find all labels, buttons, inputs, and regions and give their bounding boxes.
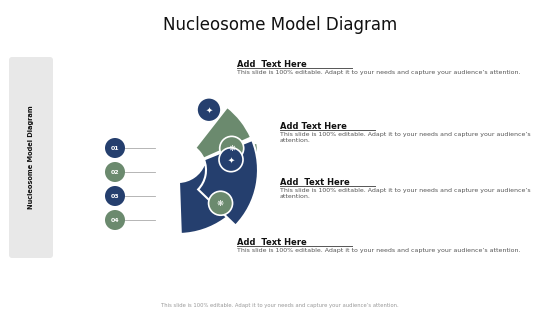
Wedge shape <box>179 164 252 234</box>
Text: ❋: ❋ <box>217 199 224 208</box>
Text: Add Text Here: Add Text Here <box>280 122 347 131</box>
Text: 02: 02 <box>111 169 119 175</box>
Wedge shape <box>195 107 251 159</box>
Text: ❋: ❋ <box>228 144 235 153</box>
Circle shape <box>197 98 221 122</box>
Text: ✦: ✦ <box>206 105 212 114</box>
FancyBboxPatch shape <box>9 57 53 258</box>
Circle shape <box>105 162 125 182</box>
Circle shape <box>219 148 243 172</box>
Circle shape <box>105 210 125 230</box>
Text: 03: 03 <box>111 193 119 198</box>
Circle shape <box>105 138 125 158</box>
Text: This slide is 100% editable. Adapt it to your needs and capture your audience’s : This slide is 100% editable. Adapt it to… <box>237 70 520 75</box>
Text: Nucleosome Model Diagram: Nucleosome Model Diagram <box>163 16 397 34</box>
Text: ✦: ✦ <box>227 155 235 164</box>
Text: 01: 01 <box>111 146 119 151</box>
Text: This slide is 100% editable. Adapt it to your needs and capture your audience’s : This slide is 100% editable. Adapt it to… <box>237 248 520 253</box>
Text: This slide is 100% editable. Adapt it to your needs and capture your audience’s : This slide is 100% editable. Adapt it to… <box>280 188 531 199</box>
Circle shape <box>220 136 244 160</box>
Text: This slide is 100% editable. Adapt it to your needs and capture your audience’s : This slide is 100% editable. Adapt it to… <box>280 132 531 143</box>
Circle shape <box>105 186 125 206</box>
Text: 04: 04 <box>111 217 119 222</box>
Wedge shape <box>198 140 258 226</box>
Text: Add  Text Here: Add Text Here <box>237 60 307 69</box>
Text: Add  Text Here: Add Text Here <box>237 238 307 247</box>
Wedge shape <box>204 143 258 181</box>
Circle shape <box>208 191 232 215</box>
Text: This slide is 100% editable. Adapt it to your needs and capture your audience’s : This slide is 100% editable. Adapt it to… <box>161 303 399 308</box>
Text: Add  Text Here: Add Text Here <box>280 178 350 187</box>
Text: Nucleosome Model Diagram: Nucleosome Model Diagram <box>28 106 34 209</box>
